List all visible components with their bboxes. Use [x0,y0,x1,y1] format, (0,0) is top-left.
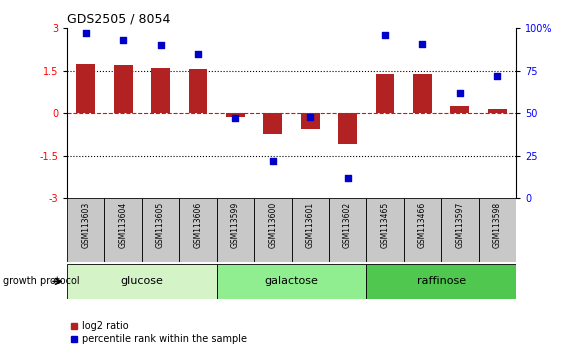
Point [81,30,90,36]
Bar [451,106,469,113]
Bar [375,74,394,113]
Bar [413,74,432,113]
Bar [67,198,104,262]
Text: GSM113606: GSM113606 [194,201,202,248]
Point [118,38,128,43]
Point [268,158,278,164]
Point [194,51,203,57]
Bar [76,64,95,113]
Text: GSM113597: GSM113597 [455,201,464,248]
Bar [179,198,217,262]
Point [305,114,315,120]
Text: GSM113601: GSM113601 [305,201,315,247]
Text: raffinose: raffinose [417,276,466,286]
Text: GSM113598: GSM113598 [493,201,502,247]
Bar [338,113,357,144]
Point [493,73,502,79]
Point [418,41,427,46]
Text: galactose: galactose [265,276,318,286]
Bar [366,264,516,299]
Bar [292,198,329,262]
Bar [67,264,217,299]
Legend: log2 ratio, percentile rank within the sample: log2 ratio, percentile rank within the s… [72,321,247,344]
Point [156,42,165,48]
Text: GSM113465: GSM113465 [381,201,389,248]
Text: GSM113605: GSM113605 [156,201,165,248]
Point [231,115,240,121]
Bar [254,198,292,262]
Bar [403,198,441,262]
Text: GSM113466: GSM113466 [418,201,427,248]
Text: GSM113603: GSM113603 [81,201,90,248]
Bar [329,198,366,262]
Bar [226,113,245,117]
Point [380,32,389,38]
Text: glucose: glucose [121,276,163,286]
Bar [104,198,142,262]
Bar [142,198,180,262]
Point [455,90,465,96]
Text: GSM113600: GSM113600 [268,201,278,248]
Bar [488,109,507,113]
Text: GSM113599: GSM113599 [231,201,240,248]
Text: growth protocol: growth protocol [3,276,79,286]
Bar [217,198,254,262]
Text: GSM113602: GSM113602 [343,201,352,247]
Bar [264,113,282,134]
Bar [441,198,479,262]
Bar [479,198,516,262]
Point [343,175,352,181]
Bar [151,68,170,113]
Bar [301,113,319,129]
Bar [217,264,366,299]
Bar [366,198,403,262]
Text: GSM113604: GSM113604 [119,201,128,248]
Text: GDS2505 / 8054: GDS2505 / 8054 [67,13,170,26]
Bar [189,69,208,113]
Bar [114,65,132,113]
